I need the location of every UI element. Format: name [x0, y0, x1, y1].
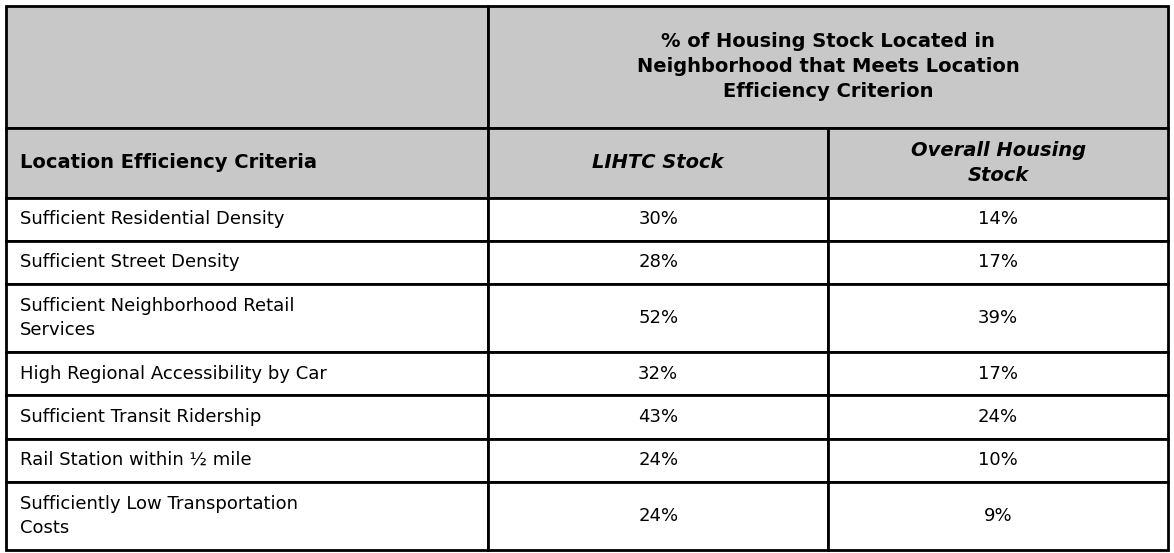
Bar: [488, 241, 828, 284]
Text: 9%: 9%: [984, 507, 1012, 525]
Bar: [6, 128, 488, 197]
Bar: [6, 241, 488, 284]
Bar: [828, 197, 1168, 241]
Text: Sufficient Neighborhood Retail
Services: Sufficient Neighborhood Retail Services: [20, 298, 295, 339]
Text: Sufficient Residential Density: Sufficient Residential Density: [20, 210, 284, 228]
Bar: [488, 6, 1168, 128]
Bar: [488, 439, 828, 482]
Bar: [828, 128, 1168, 197]
Text: 32%: 32%: [639, 365, 679, 383]
Text: Sufficient Transit Ridership: Sufficient Transit Ridership: [20, 408, 262, 426]
Text: Sufficiently Low Transportation
Costs: Sufficiently Low Transportation Costs: [20, 495, 298, 537]
Text: 43%: 43%: [639, 408, 679, 426]
Text: High Regional Accessibility by Car: High Regional Accessibility by Car: [20, 365, 326, 383]
Bar: [488, 352, 828, 395]
Text: Location Efficiency Criteria: Location Efficiency Criteria: [20, 153, 317, 172]
Text: Rail Station within ½ mile: Rail Station within ½ mile: [20, 451, 251, 469]
Text: 24%: 24%: [639, 451, 679, 469]
Text: 39%: 39%: [978, 309, 1018, 327]
Text: 14%: 14%: [978, 210, 1018, 228]
Bar: [6, 482, 488, 550]
Text: 28%: 28%: [639, 253, 679, 272]
Text: LIHTC Stock: LIHTC Stock: [593, 153, 724, 172]
Text: 30%: 30%: [639, 210, 679, 228]
Bar: [828, 482, 1168, 550]
Text: 17%: 17%: [978, 253, 1018, 272]
Bar: [828, 395, 1168, 439]
Text: 52%: 52%: [639, 309, 679, 327]
Text: Overall Housing
Stock: Overall Housing Stock: [911, 140, 1086, 185]
Bar: [488, 128, 828, 197]
Bar: [828, 439, 1168, 482]
Bar: [488, 395, 828, 439]
Bar: [6, 352, 488, 395]
Bar: [828, 352, 1168, 395]
Text: 24%: 24%: [639, 507, 679, 525]
Text: % of Housing Stock Located in
Neighborhood that Meets Location
Efficiency Criter: % of Housing Stock Located in Neighborho…: [636, 32, 1019, 101]
Bar: [6, 439, 488, 482]
Bar: [6, 6, 488, 128]
Bar: [488, 482, 828, 550]
Text: 24%: 24%: [978, 408, 1018, 426]
Bar: [828, 241, 1168, 284]
Bar: [488, 197, 828, 241]
Bar: [6, 284, 488, 352]
Bar: [6, 395, 488, 439]
Bar: [828, 284, 1168, 352]
Text: Sufficient Street Density: Sufficient Street Density: [20, 253, 239, 272]
Text: 10%: 10%: [978, 451, 1018, 469]
Bar: [6, 197, 488, 241]
Text: 17%: 17%: [978, 365, 1018, 383]
Bar: [488, 284, 828, 352]
